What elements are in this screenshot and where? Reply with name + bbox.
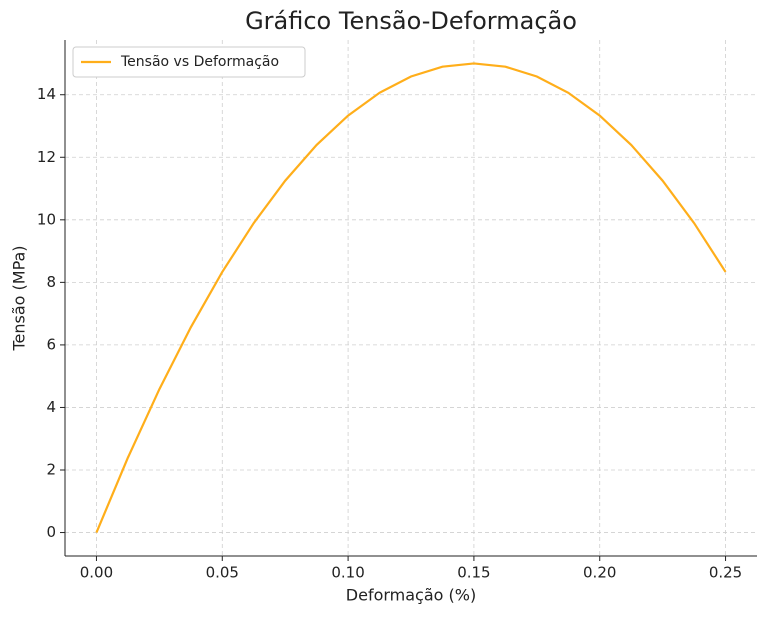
- x-axis-label: Deformação (%): [346, 586, 476, 605]
- legend-label: Tensão vs Deformação: [120, 54, 279, 70]
- chart-title: Gráfico Tensão-Deformação: [245, 7, 577, 35]
- y-tick-label: 6: [46, 335, 56, 353]
- x-tick-label: 0.25: [709, 564, 742, 582]
- y-tick-label: 4: [46, 398, 56, 416]
- x-tick-label: 0.05: [206, 564, 239, 582]
- x-tick-label: 0.15: [457, 564, 490, 582]
- y-tick-label: 14: [37, 85, 56, 103]
- line-series: [95, 62, 727, 533]
- y-tick-label: 0: [46, 523, 56, 541]
- y-tick-label: 8: [46, 273, 56, 291]
- y-tick-label: 10: [37, 210, 56, 228]
- x-tick-label: 0.00: [80, 564, 113, 582]
- y-axis-label: Tensão (MPa): [10, 245, 29, 351]
- legend-box: [72, 46, 306, 78]
- y-tick-label: 12: [37, 148, 56, 166]
- x-tick-label: 0.10: [331, 564, 364, 582]
- y-tick-label: 2: [46, 461, 56, 479]
- x-tick-label: 0.20: [583, 564, 616, 582]
